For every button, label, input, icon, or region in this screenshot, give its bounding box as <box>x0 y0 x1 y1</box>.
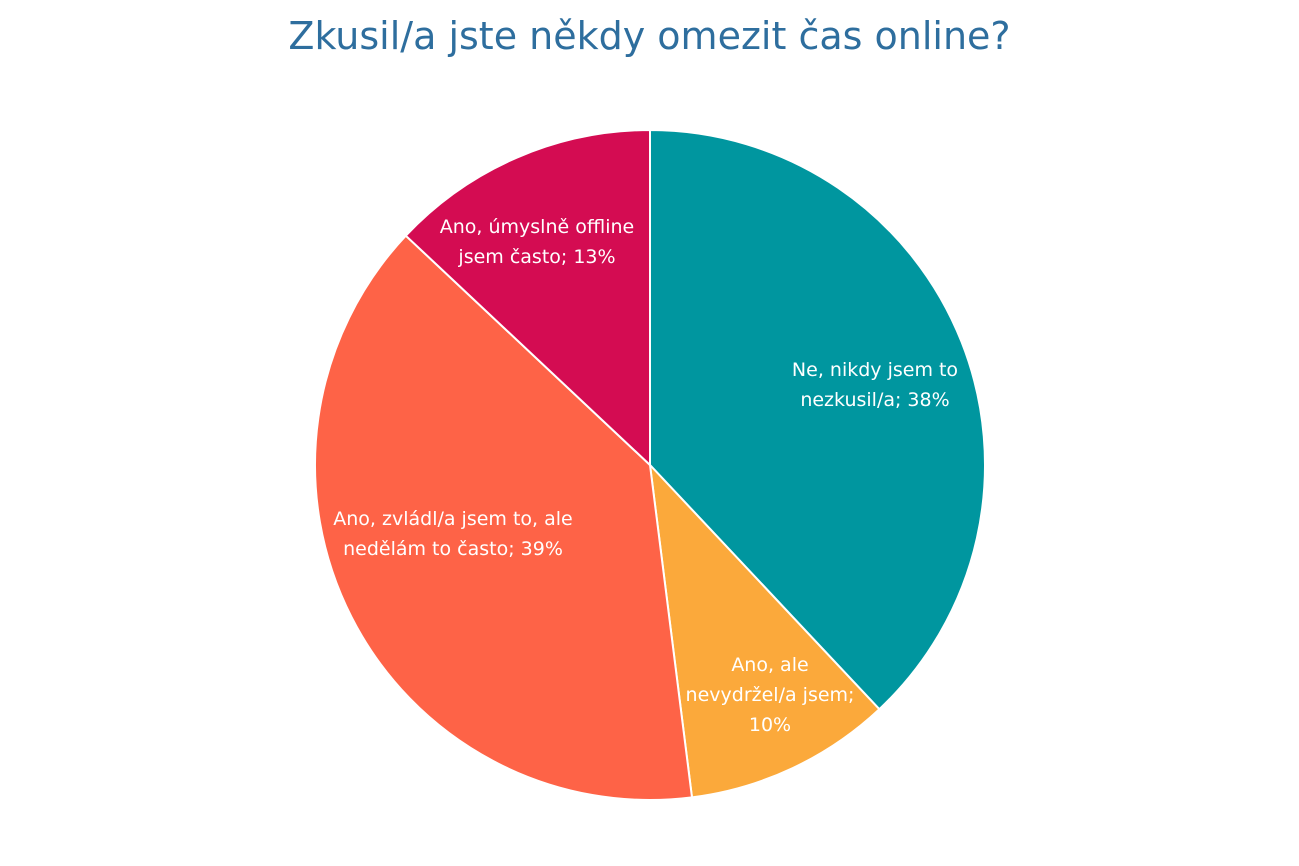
pie-slice-4 <box>404 128 651 468</box>
slice-label-3: Ano, zvládl/a jsem to, ale nedělám to čas… <box>333 508 573 560</box>
pie-slice-3 <box>314 234 694 801</box>
slice-label-4: Ano, úmyslně offline jsem často; 13% <box>440 216 635 268</box>
pie-labels: Ne, nikdy jsem to nezkusil/a; 38% Ano, ale… <box>333 216 958 736</box>
slice-label-2: Ano, ale nevydržel/a jsem; 10% <box>686 654 855 736</box>
slice-label-line: Ne, nikdy jsem to <box>792 359 958 381</box>
slice-label-line: Ano, ale <box>731 654 808 676</box>
slice-label-1: Ne, nikdy jsem to nezkusil/a; 38% <box>792 359 958 411</box>
pie-slice-2 <box>648 462 881 799</box>
slice-label-line: jsem často; 13% <box>457 246 615 268</box>
slice-label-line: Ano, úmyslně offline <box>440 216 635 238</box>
pie-slices <box>314 128 986 801</box>
chart-title: Zkusil/a jste někdy omezit čas online? <box>288 14 1011 58</box>
slice-label-line: Ano, zvládl/a jsem to, ale <box>333 508 573 530</box>
slice-label-line: nezkusil/a; 38% <box>800 389 949 411</box>
slice-label-line: nedělám to často; 39% <box>343 538 563 560</box>
slice-label-line: 10% <box>749 714 791 736</box>
pie-slice-1 <box>649 128 986 711</box>
slice-label-line: nevydržel/a jsem; <box>686 684 855 706</box>
